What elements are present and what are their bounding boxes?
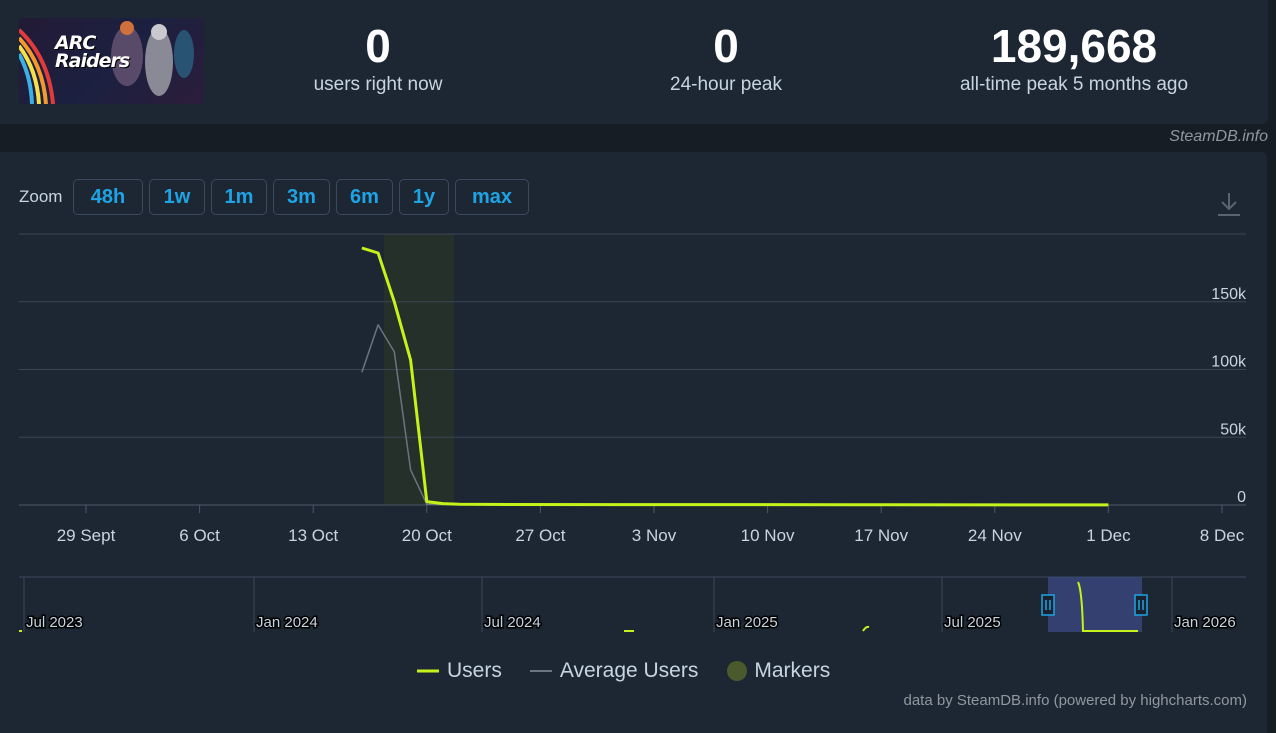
zoom-1w-button[interactable]: 1w bbox=[149, 179, 205, 215]
navigator-label: Jul 2025 bbox=[944, 614, 1001, 631]
download-icon[interactable] bbox=[1214, 190, 1244, 218]
game-logo[interactable]: ARC Raiders bbox=[19, 18, 204, 104]
x-tick-label: 8 Dec bbox=[1200, 526, 1245, 545]
steamdb-watermark: SteamDB.info bbox=[1169, 128, 1268, 145]
navigator-label: Jul 2024 bbox=[484, 614, 541, 631]
chart-grid bbox=[19, 233, 1246, 506]
x-axis: 29 Sept 6 Oct 13 Oct 20 Oct 27 Oct 3 Nov 10 No… bbox=[57, 505, 1245, 545]
legend-users[interactable]: Users bbox=[417, 659, 502, 682]
x-tick-label: 10 Nov bbox=[741, 526, 795, 545]
stat-24h-peak: 0 24-hour peak bbox=[626, 18, 826, 96]
zoom-48h-button[interactable]: 48h bbox=[73, 179, 143, 215]
logo-text: ARC Raiders bbox=[55, 32, 130, 72]
current-users-value: 0 bbox=[365, 20, 391, 72]
y-tick-label: 100k bbox=[1211, 354, 1247, 371]
x-tick-label: 1 Dec bbox=[1086, 526, 1131, 545]
x-tick-label: 27 Oct bbox=[515, 526, 565, 545]
zoom-6m-button[interactable]: 6m bbox=[336, 179, 393, 215]
zoom-1y-button[interactable]: 1y bbox=[399, 179, 449, 215]
navigator-label: Jan 2025 bbox=[716, 614, 778, 631]
peak-24h-value: 0 bbox=[713, 20, 739, 72]
series-line-users[interactable] bbox=[361, 246, 1109, 507]
alltime-peak-value: 189,668 bbox=[990, 20, 1158, 72]
navigator-label: Jan 2024 bbox=[256, 614, 318, 631]
chart-credit[interactable]: data by SteamDB.info (powered by highcha… bbox=[903, 692, 1248, 709]
navigator-handle-right[interactable] bbox=[1134, 594, 1148, 616]
peak-24h-label: 24-hour peak bbox=[670, 74, 782, 95]
x-tick-label: 3 Nov bbox=[632, 526, 677, 545]
legend-average-users[interactable]: Average Users bbox=[529, 659, 699, 682]
y-tick-label: 0 bbox=[1237, 489, 1246, 506]
y-tick-label: 50k bbox=[1220, 421, 1247, 438]
zoom-1m-button[interactable]: 1m bbox=[211, 179, 267, 215]
zoom-3m-button[interactable]: 3m bbox=[273, 179, 330, 215]
x-tick-label: 17 Nov bbox=[854, 526, 908, 545]
navigator-label: Jul 2023 bbox=[26, 614, 83, 631]
navigator-series bbox=[1077, 581, 1138, 632]
x-tick-label: 6 Oct bbox=[179, 526, 220, 545]
series-line-average-users[interactable] bbox=[361, 324, 444, 506]
y-axis: 0 50k 100k 150k bbox=[1211, 286, 1247, 506]
stats-header: ARC Raiders 0 users right now 0 24-hour … bbox=[0, 0, 1268, 124]
x-tick-label: 13 Oct bbox=[288, 526, 338, 545]
navigator-label: Jan 2026 bbox=[1174, 614, 1236, 631]
x-tick-label: 24 Nov bbox=[968, 526, 1022, 545]
navigator-handle-left[interactable] bbox=[1041, 594, 1055, 616]
zoom-max-button[interactable]: max bbox=[455, 179, 529, 215]
stat-current: 0 users right now bbox=[278, 18, 478, 96]
chart-legend: Users Average Users Markers bbox=[417, 656, 858, 686]
current-users-label: users right now bbox=[313, 74, 443, 95]
alltime-peak-label[interactable]: all-time peak 5 months ago bbox=[959, 74, 1189, 95]
rainbow-stripes-icon bbox=[19, 21, 194, 104]
navigator[interactable]: Jul 2023 Jan 2024 Jul 2024 Jan 2025 Jul 2025… bbox=[19, 576, 1246, 633]
navigator-selection[interactable] bbox=[1048, 577, 1142, 632]
stat-alltime-peak: 189,668 all-time peak 5 months ago bbox=[924, 18, 1224, 96]
chart-panel bbox=[0, 152, 1267, 733]
y-tick-label: 150k bbox=[1211, 286, 1247, 303]
x-tick-label: 20 Oct bbox=[402, 526, 452, 545]
legend-markers[interactable]: Markers bbox=[726, 659, 830, 683]
zoom-label: Zoom bbox=[19, 187, 63, 206]
chart-series bbox=[361, 246, 1109, 507]
x-tick-label: 29 Sept bbox=[57, 526, 116, 545]
